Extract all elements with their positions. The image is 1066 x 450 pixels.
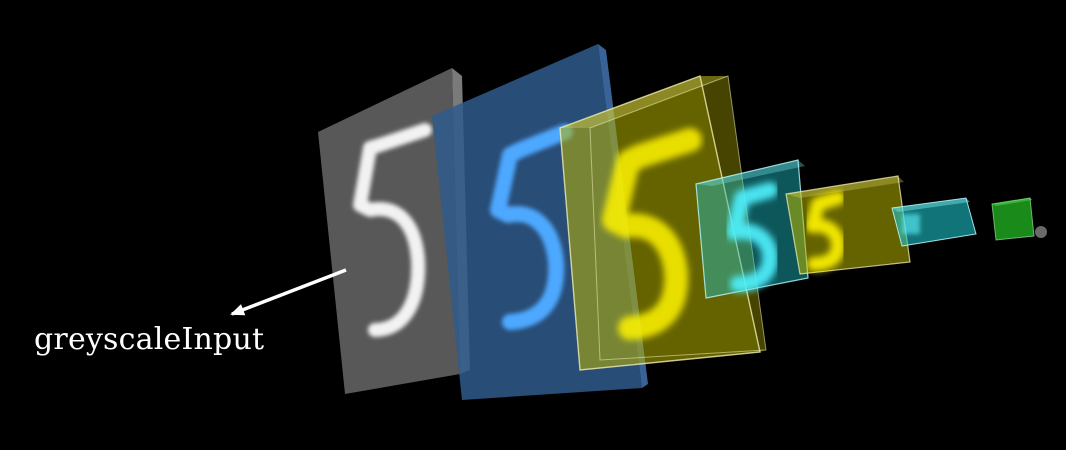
conv-cyan-block-1: [695, 159, 809, 299]
blue-digit-five: [490, 124, 573, 330]
conv-yellow-block-2: [785, 175, 911, 275]
greyscale-input-label: greyscaleInput: [34, 322, 265, 357]
conv-cyan-block-2: [891, 197, 977, 247]
cyan-digit-five: [726, 182, 778, 292]
output-node-dot: [1035, 226, 1047, 238]
annotation-arrow: [230, 268, 347, 316]
yellow-digit-five-small: [805, 191, 845, 271]
output-green-block: [991, 197, 1035, 241]
greyscale-digit-five: [353, 123, 432, 337]
yellow-digit-five: [602, 128, 702, 340]
